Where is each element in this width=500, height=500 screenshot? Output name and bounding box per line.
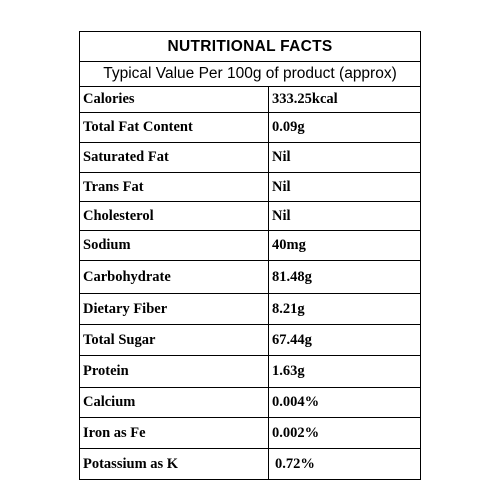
nutrient-value: 8.21g bbox=[272, 300, 305, 317]
nutrient-name: Protein bbox=[83, 363, 129, 379]
subtitle-divider bbox=[79, 86, 421, 87]
nutrient-value: Nil bbox=[272, 178, 291, 195]
table-row: Total Sugar 67.44g bbox=[80, 325, 420, 355]
row-divider bbox=[79, 201, 421, 202]
row-divider bbox=[79, 142, 421, 143]
table-border-right bbox=[420, 31, 421, 479]
nutrient-value: 0.72% bbox=[275, 455, 315, 472]
table-row: Total Fat Content 0.09g bbox=[80, 113, 420, 142]
table-border-top bbox=[79, 31, 421, 32]
nutrient-name: Saturated Fat bbox=[83, 149, 169, 165]
table-title: NUTRITIONAL FACTS bbox=[167, 38, 333, 55]
row-divider bbox=[79, 324, 421, 325]
table-row: Protein 1.63g bbox=[80, 356, 420, 387]
nutrient-value: 40mg bbox=[272, 237, 306, 253]
nutrient-value: 0.002% bbox=[272, 424, 320, 441]
table-row: Iron as Fe 0.002% bbox=[80, 418, 420, 448]
nutrient-name: Potassium as K bbox=[83, 455, 179, 472]
table-row: Cholesterol Nil bbox=[80, 202, 420, 230]
nutrient-name: Calories bbox=[83, 91, 135, 107]
table-row: Dietary Fiber 8.21g bbox=[80, 294, 420, 324]
table-row: Potassium as K 0.72% bbox=[80, 449, 420, 479]
table-row: Sodium 40mg bbox=[80, 231, 420, 260]
row-divider bbox=[79, 417, 421, 418]
row-divider bbox=[79, 479, 421, 480]
column-divider bbox=[268, 86, 269, 479]
nutrient-name: Trans Fat bbox=[83, 178, 144, 195]
row-divider bbox=[79, 230, 421, 231]
table-row: Calcium 0.004% bbox=[80, 388, 420, 417]
row-divider bbox=[79, 293, 421, 294]
title-divider bbox=[79, 61, 421, 62]
nutrient-value: 0.09g bbox=[272, 119, 305, 135]
nutrient-value: 0.004% bbox=[272, 394, 320, 410]
nutrient-name: Total Fat Content bbox=[83, 119, 193, 135]
nutrient-name: Sodium bbox=[83, 237, 131, 253]
nutrient-name: Calcium bbox=[83, 394, 136, 410]
nutrient-value: 333.25kcal bbox=[272, 91, 338, 107]
nutrient-value: 81.48g bbox=[272, 268, 312, 285]
table-border-left bbox=[79, 31, 80, 479]
table-subtitle: Typical Value Per 100g of product (appro… bbox=[103, 65, 397, 82]
table-row: Calories 333.25kcal bbox=[80, 87, 420, 112]
nutrient-value: Nil bbox=[272, 149, 291, 165]
nutrient-value: 67.44g bbox=[272, 331, 312, 348]
nutrient-value: Nil bbox=[272, 207, 291, 224]
nutrient-name: Dietary Fiber bbox=[83, 300, 168, 317]
nutrient-name: Carbohydrate bbox=[83, 268, 171, 285]
row-divider bbox=[79, 260, 421, 261]
row-divider bbox=[79, 387, 421, 388]
nutrient-name: Total Sugar bbox=[83, 331, 156, 348]
row-divider bbox=[79, 172, 421, 173]
nutrient-name: Cholesterol bbox=[83, 207, 154, 224]
row-divider bbox=[79, 448, 421, 449]
nutrient-value: 1.63g bbox=[272, 363, 305, 379]
table-row: Trans Fat Nil bbox=[80, 173, 420, 201]
row-divider bbox=[79, 355, 421, 356]
nutrient-name: Iron as Fe bbox=[83, 424, 146, 441]
table-row: Saturated Fat Nil bbox=[80, 143, 420, 172]
row-divider bbox=[79, 112, 421, 113]
table-row: Carbohydrate 81.48g bbox=[80, 261, 420, 293]
